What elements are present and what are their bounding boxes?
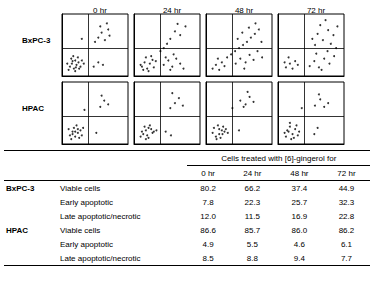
html-text:72 hr: 72 hr	[337, 168, 356, 178]
html-text:Early apoptotic: Early apoptotic	[60, 197, 113, 207]
html-text:Viable cells: Viable cells	[60, 225, 101, 235]
html-text:85.7: 85.7	[244, 225, 261, 235]
html-text:BxPC-3: BxPC-3	[6, 183, 35, 193]
svg-text:0 hr: 0 hr	[93, 6, 107, 15]
html-text:Late apoptotic/necrotic: Late apoptotic/necrotic	[60, 211, 141, 221]
html-text:80.2: 80.2	[200, 183, 216, 193]
svg-text:HPAC: HPAC	[22, 104, 44, 113]
html-text:44.9: 44.9	[338, 183, 355, 193]
html-text:37.4: 37.4	[291, 183, 308, 193]
html-text:12.0: 12.0	[200, 211, 216, 221]
html-text:HPAC: HPAC	[6, 225, 29, 235]
html-text:86.2: 86.2	[338, 225, 355, 235]
svg-text:72 hr: 72 hr	[307, 6, 326, 15]
html-text:8.8: 8.8	[246, 253, 258, 263]
html-text:11.5: 11.5	[244, 211, 260, 221]
html-text:48 hr: 48 hr	[290, 168, 309, 178]
html-text:5.5: 5.5	[246, 239, 258, 249]
html-text:7.7: 7.7	[340, 253, 352, 263]
html-text:8.5: 8.5	[202, 253, 214, 263]
html-text:7.8: 7.8	[202, 197, 214, 207]
html-text:66.2: 66.2	[244, 183, 261, 193]
svg-text:24 hr: 24 hr	[163, 6, 182, 15]
svg-text:48 hr: 48 hr	[235, 6, 254, 15]
html-text:25.7: 25.7	[291, 197, 308, 207]
html-text:6.1: 6.1	[340, 239, 352, 249]
svg-text:BxPC-3: BxPC-3	[22, 36, 51, 45]
html-text:Cells treated with [6]-gingero: Cells treated with [6]-gingerol for	[221, 153, 337, 163]
html-text:16.9: 16.9	[291, 211, 308, 221]
html-text:86.6: 86.6	[200, 225, 216, 235]
html-text:9.4: 9.4	[293, 253, 305, 263]
html-text:0 hr: 0 hr	[201, 168, 215, 178]
html-text:22.3: 22.3	[244, 197, 261, 207]
html-text:Late apoptotic/necrotic: Late apoptotic/necrotic	[60, 253, 141, 263]
html-text:Early apoptotic: Early apoptotic	[60, 239, 113, 249]
html-text:4.9: 4.9	[202, 239, 214, 249]
html-text:32.3: 32.3	[338, 197, 355, 207]
html-text:22.8: 22.8	[338, 211, 355, 221]
html-text:4.6: 4.6	[293, 239, 305, 249]
html-text:86.0: 86.0	[291, 225, 308, 235]
html-text:Viable cells: Viable cells	[60, 183, 101, 193]
html-text:24 hr: 24 hr	[243, 168, 262, 178]
